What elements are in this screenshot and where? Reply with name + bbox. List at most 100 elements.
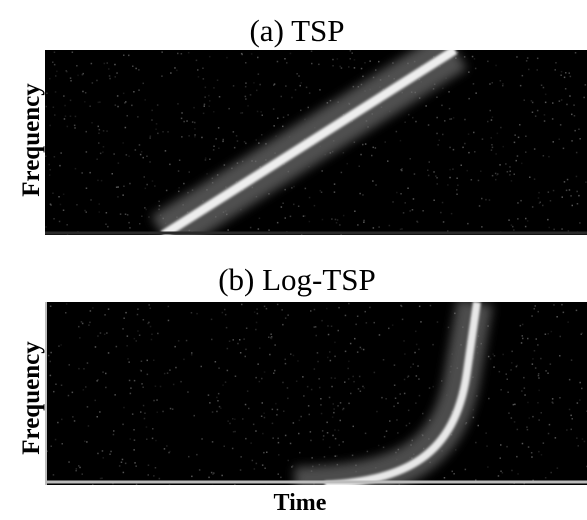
noise-dot: [494, 172, 497, 175]
noise-dot: [371, 154, 373, 157]
noise-dot: [256, 312, 259, 315]
noise-speckle-a: [45, 50, 587, 235]
noise-dot: [281, 309, 283, 311]
noise-dot: [568, 378, 571, 381]
noise-dot: [359, 192, 361, 195]
noise-dot: [96, 158, 98, 160]
noise-dot: [329, 359, 332, 362]
noise-dot: [358, 375, 361, 378]
noise-dot: [79, 466, 81, 469]
noise-dot: [385, 398, 387, 400]
noise-dot: [490, 137, 492, 139]
noise-dot: [364, 143, 367, 145]
noise-dot: [543, 120, 546, 122]
noise-dot: [565, 72, 567, 74]
noise-dot: [156, 399, 158, 401]
noise-dot: [244, 403, 247, 406]
noise-dot: [226, 56, 228, 59]
noise-dot: [66, 224, 68, 226]
noise-dot: [150, 338, 153, 341]
noise-dot: [97, 335, 99, 337]
noise-dot: [283, 410, 285, 412]
noise-dot: [291, 465, 294, 467]
noise-dot: [331, 218, 333, 220]
noise-dot: [538, 377, 540, 379]
noise-dot: [255, 376, 257, 379]
noise-dot: [334, 218, 337, 221]
noise-dot: [531, 315, 533, 317]
noise-dot: [427, 124, 430, 126]
noise-dot: [467, 133, 470, 135]
noise-dot: [579, 381, 581, 384]
noise-dot: [510, 180, 513, 182]
noise-dot: [320, 191, 323, 193]
noise-dot: [532, 479, 534, 482]
noise-dot: [124, 102, 126, 104]
noise-dot: [365, 322, 368, 324]
noise-dot: [489, 83, 491, 85]
noise-dot: [98, 142, 100, 144]
noise-dot: [287, 314, 289, 316]
noise-dot: [109, 77, 111, 80]
noise-dot: [218, 405, 221, 408]
noise-dot: [249, 226, 252, 229]
noise-dot: [321, 430, 324, 432]
noise-dot: [534, 115, 537, 117]
noise-dot: [213, 472, 215, 474]
noise-dot: [126, 335, 129, 337]
noise-dot: [61, 418, 63, 421]
noise-dot: [103, 62, 106, 65]
noise-dot: [540, 454, 543, 456]
noise-dot: [102, 457, 104, 459]
noise-dot: [327, 356, 329, 359]
noise-dot: [270, 333, 272, 335]
noise-dot: [509, 174, 511, 176]
noise-dot: [239, 352, 242, 354]
noise-dot: [233, 146, 236, 149]
noise-dot: [321, 319, 323, 322]
noise-dot: [244, 85, 247, 88]
noise-dot: [384, 141, 386, 143]
noise-dot: [209, 55, 211, 58]
noise-dot: [260, 111, 262, 113]
noise-dot: [396, 419, 398, 421]
noise-dot: [282, 381, 284, 384]
noise-dot: [526, 57, 529, 59]
noise-dot: [507, 391, 509, 393]
noise-dot: [239, 339, 241, 341]
noise-dot: [240, 456, 242, 458]
noise-dot: [315, 334, 317, 337]
noise-dot: [470, 179, 473, 181]
noise-dot: [83, 368, 85, 370]
noise-dot: [94, 399, 96, 402]
noise-dot: [547, 333, 549, 335]
noise-dot: [257, 228, 260, 230]
noise-dot: [97, 125, 99, 128]
noise-dot: [334, 355, 336, 358]
noise-dot: [471, 55, 474, 58]
noise-dot: [157, 132, 159, 135]
noise-dot: [91, 82, 94, 84]
noise-dot: [449, 176, 451, 179]
noise-dot: [211, 411, 214, 413]
noise-dot: [358, 165, 360, 167]
noise-dot: [533, 308, 535, 310]
noise-dot: [559, 355, 561, 357]
noise-dot: [534, 367, 537, 369]
noise-dot: [385, 430, 388, 432]
noise-dot: [213, 87, 215, 89]
noise-dot: [505, 163, 507, 165]
noise-dot: [450, 118, 453, 120]
noise-dot: [560, 99, 563, 101]
noise-dot: [156, 411, 158, 413]
noise-dot: [394, 397, 397, 399]
noise-dot: [271, 422, 274, 425]
noise-dot: [261, 114, 263, 116]
noise-dot: [432, 343, 434, 346]
noise-dot: [61, 443, 63, 445]
noise-dot: [310, 310, 312, 312]
noise-dot: [573, 104, 575, 106]
noise-dot: [517, 218, 519, 220]
noise-dot: [113, 153, 115, 155]
noise-dot: [215, 138, 217, 140]
